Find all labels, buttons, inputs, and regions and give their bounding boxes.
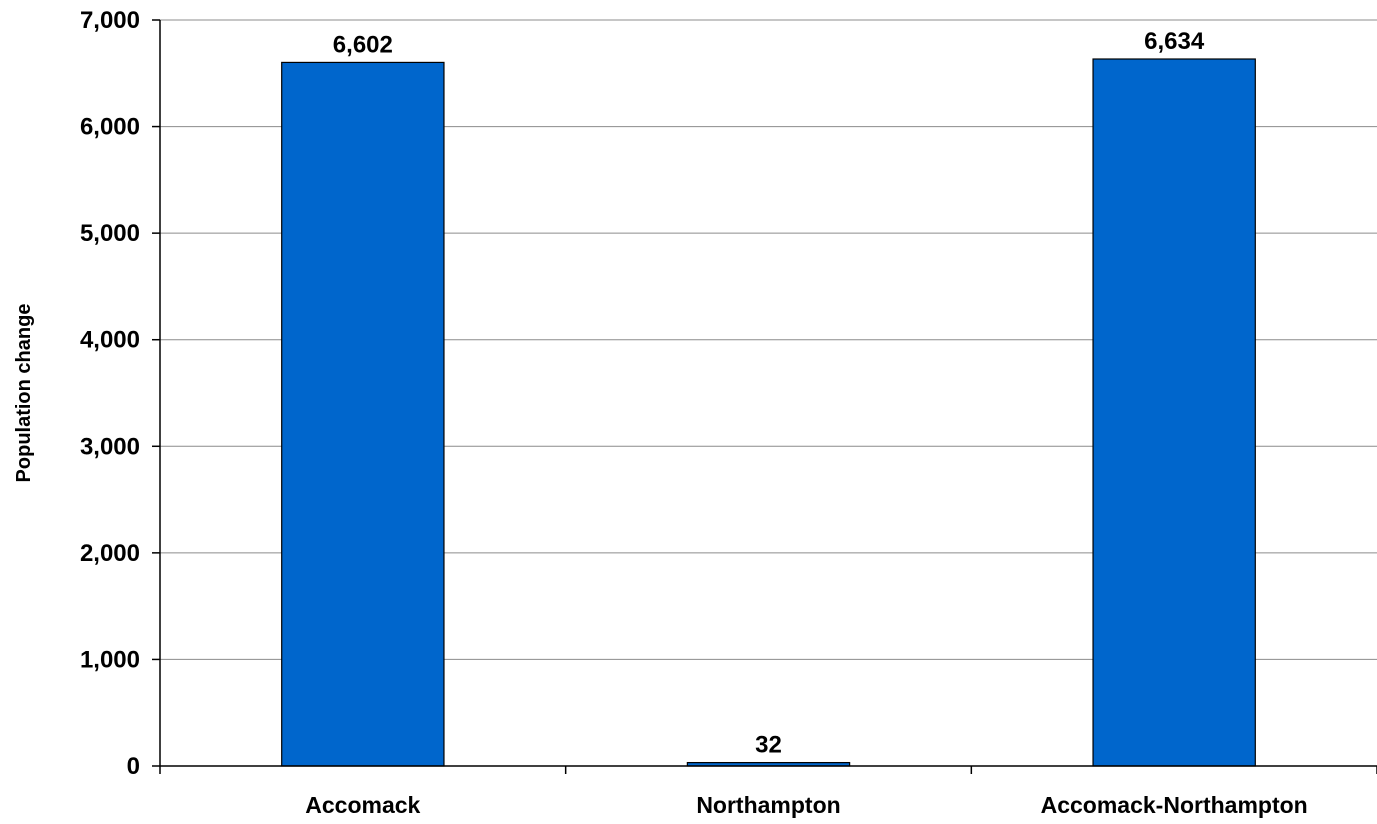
category-label-1: Northampton: [696, 792, 840, 818]
category-label-0: Accomack: [305, 792, 420, 818]
y-axis-title: Population change: [13, 304, 35, 483]
y-tick-label-7: 7,000: [80, 7, 140, 34]
y-tick-label-6: 6,000: [80, 114, 140, 141]
y-tick-label-0: 0: [127, 753, 140, 780]
data-label-0: 6,602: [333, 31, 393, 58]
category-label-2: Accomack-Northampton: [1041, 792, 1308, 818]
bar-accomack-northampton: [1092, 58, 1256, 767]
y-tick-labels: 0 1,000 2,000 3,000 4,000 5,000 6,000 7,000: [80, 7, 140, 780]
data-label-1: 32: [755, 732, 782, 759]
data-labels: 6,602 32 6,634: [333, 28, 1205, 759]
category-labels: Accomack Northampton Accomack-Northampton: [305, 792, 1307, 818]
bar-accomack: [281, 61, 445, 767]
y-tick-label-5: 5,000: [80, 220, 140, 247]
bars: [281, 58, 1256, 767]
y-tick-label-2: 2,000: [80, 540, 140, 567]
y-tick-label-4: 4,000: [80, 327, 140, 354]
axes: [152, 19, 1377, 774]
y-tick-label-3: 3,000: [80, 433, 140, 460]
y-tick-label-1: 1,000: [80, 646, 140, 673]
data-label-2: 6,634: [1144, 28, 1205, 55]
